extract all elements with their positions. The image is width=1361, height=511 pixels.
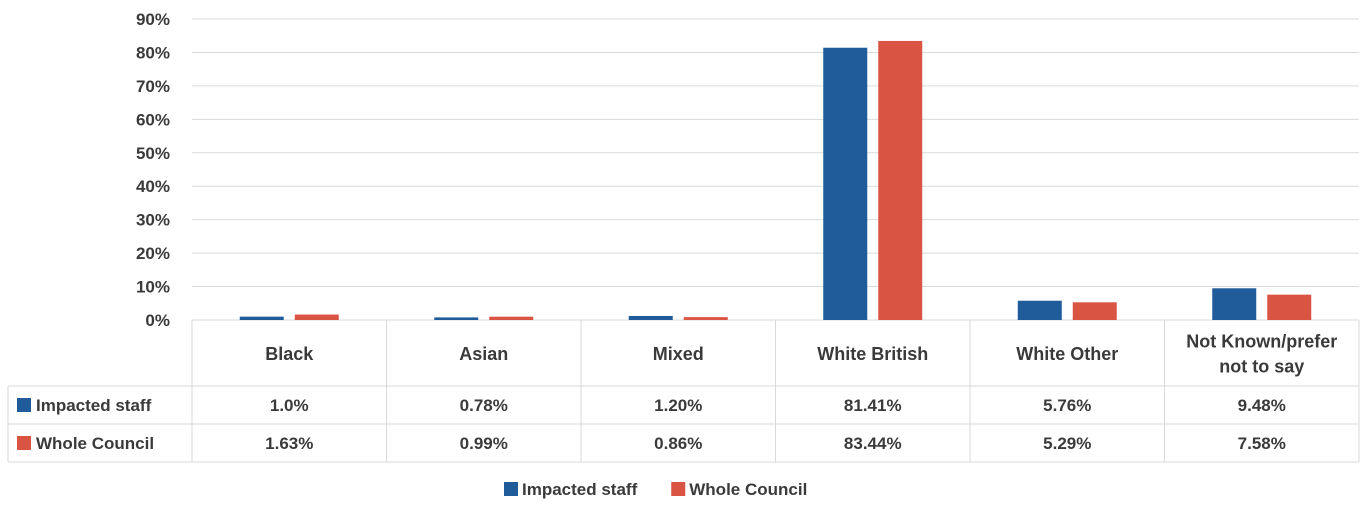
- legend-swatch: [504, 482, 518, 496]
- bar-whole-council: [878, 40, 923, 321]
- bar-impacted-staff: [239, 316, 284, 320]
- category-label: White Other: [1016, 344, 1118, 364]
- data-label: 5.76%: [1043, 396, 1091, 415]
- table-series-name: Whole Council: [36, 434, 154, 453]
- bar-whole-council: [489, 316, 534, 320]
- y-tick-label: 50%: [136, 144, 170, 163]
- category-label: Not Known/prefer: [1186, 332, 1337, 352]
- bar-impacted-staff: [1017, 300, 1062, 320]
- bar-whole-council: [1072, 302, 1117, 320]
- bar-impacted-staff: [434, 317, 479, 320]
- legend-label: Whole Council: [689, 480, 807, 499]
- data-label: 0.99%: [460, 434, 508, 453]
- bar-impacted-staff: [823, 47, 868, 320]
- y-tick-label: 40%: [136, 177, 170, 196]
- y-tick-label: 80%: [136, 43, 170, 62]
- bar-whole-council: [1267, 294, 1312, 320]
- table-series-name: Impacted staff: [36, 396, 152, 415]
- data-label: 83.44%: [844, 434, 902, 453]
- data-label: 9.48%: [1238, 396, 1286, 415]
- data-label: 5.29%: [1043, 434, 1091, 453]
- data-label: 0.86%: [654, 434, 702, 453]
- category-label: Asian: [459, 344, 508, 364]
- data-label: 81.41%: [844, 396, 902, 415]
- data-label: 1.20%: [654, 396, 702, 415]
- bar-impacted-staff: [628, 315, 673, 320]
- legend-label: Impacted staff: [522, 480, 638, 499]
- y-tick-label: 20%: [136, 244, 170, 263]
- y-tick-label: 10%: [136, 278, 170, 297]
- table-legend-key: [17, 436, 31, 450]
- data-label: 1.63%: [265, 434, 313, 453]
- bar-whole-council: [683, 317, 728, 320]
- data-label: 7.58%: [1238, 434, 1286, 453]
- y-tick-label: 90%: [136, 10, 170, 29]
- bar-impacted-staff: [1212, 288, 1257, 320]
- category-label: Black: [265, 344, 314, 364]
- data-label: 1.0%: [270, 396, 309, 415]
- table-legend-key: [17, 398, 31, 412]
- category-label: not to say: [1219, 357, 1304, 377]
- y-tick-label: 30%: [136, 211, 170, 230]
- y-tick-label: 70%: [136, 77, 170, 96]
- category-label: White British: [817, 344, 928, 364]
- bar-whole-council: [294, 314, 339, 320]
- data-label: 0.78%: [460, 396, 508, 415]
- y-tick-label: 60%: [136, 110, 170, 129]
- legend-swatch: [671, 482, 686, 496]
- category-label: Mixed: [653, 344, 704, 364]
- y-tick-label: 0%: [145, 311, 170, 330]
